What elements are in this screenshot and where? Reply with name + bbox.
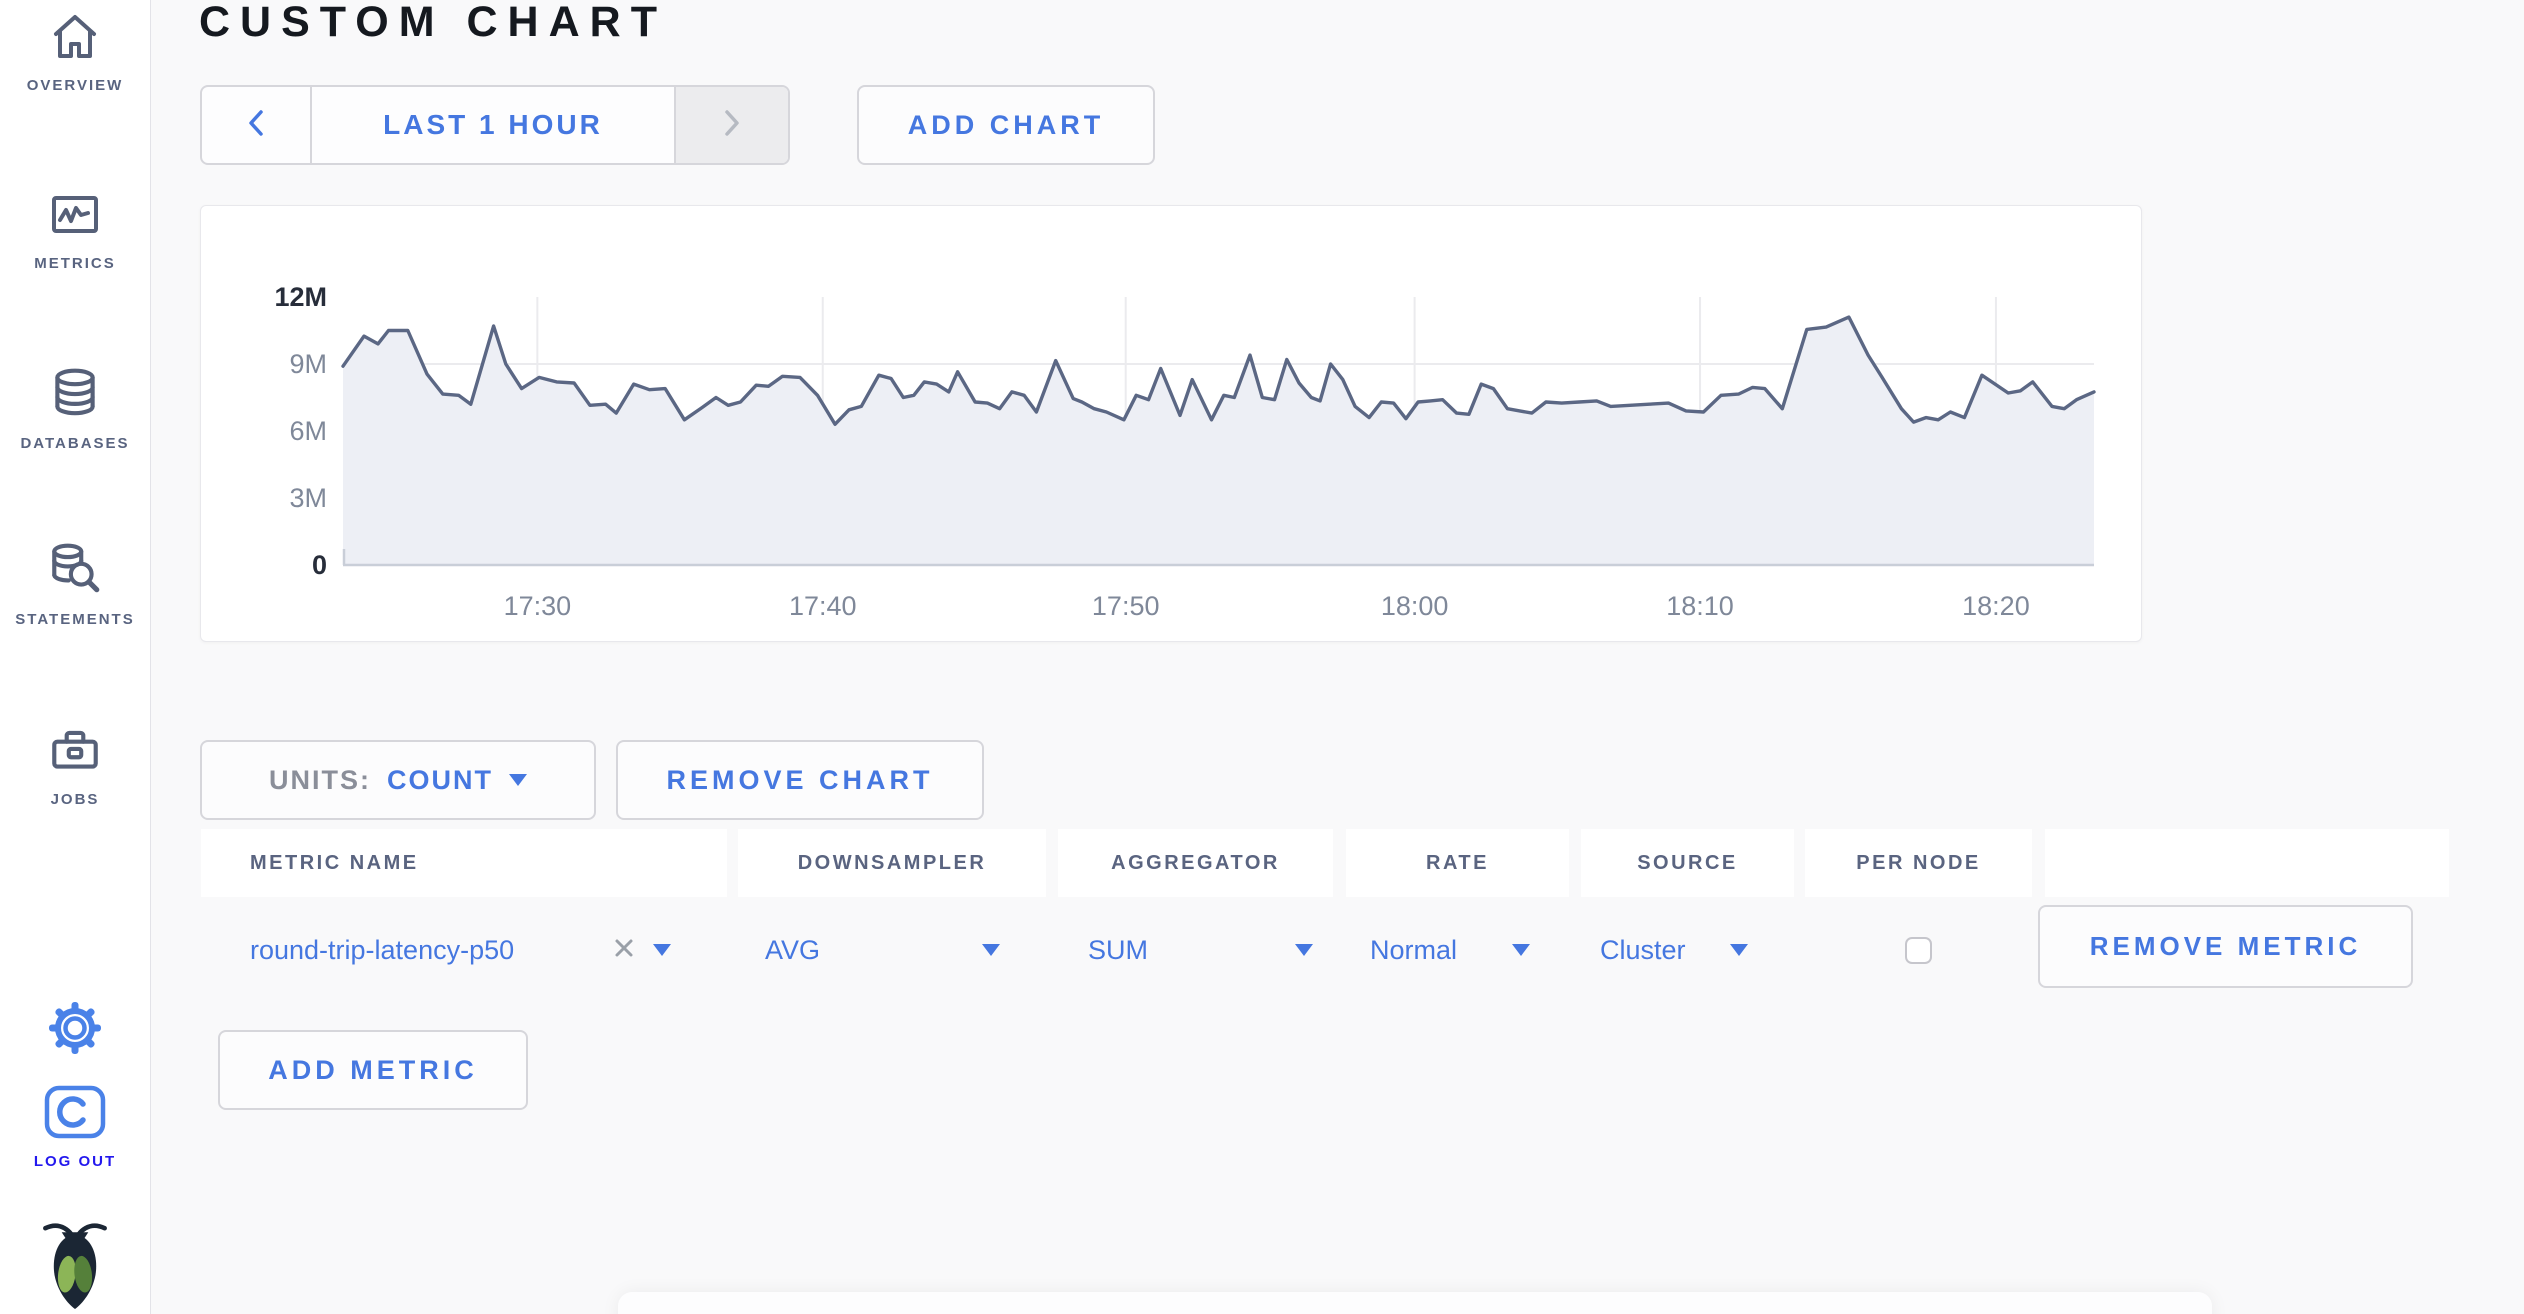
sidebar-item-label: JOBS [50, 791, 100, 808]
table-row-rate-cell: Normal [1346, 905, 1569, 995]
logout-label: LOG OUT [33, 1153, 117, 1170]
jobs-icon [46, 722, 104, 783]
metric-name-value[interactable]: round-trip-latency-p50 [250, 934, 515, 965]
rate-select[interactable]: Normal [1370, 935, 1530, 966]
x-tick-label: 17:30 [504, 591, 572, 621]
y-tick-label: 9M [289, 349, 327, 379]
database-icon [46, 364, 104, 427]
header-metric-name: METRIC NAME [201, 829, 727, 897]
units-value: COUNT [387, 764, 493, 795]
y-tick-label: 3M [289, 483, 327, 513]
x-tick-label: 18:20 [1962, 591, 2030, 621]
header-per-node: PER NODE [1805, 829, 2032, 897]
x-tick-label: 17:40 [789, 591, 857, 621]
remove-metric-button[interactable]: REMOVE METRIC [2038, 905, 2413, 988]
chevron-down-icon [1512, 944, 1530, 956]
chevron-down-icon [509, 774, 527, 786]
table-row-source-cell: Cluster [1581, 905, 1794, 995]
header-aggregator: AGGREGATOR [1058, 829, 1333, 897]
aggregator-value: SUM [1088, 934, 1148, 965]
header-label: PER NODE [1856, 851, 1981, 874]
home-icon [47, 10, 103, 69]
series-area [343, 317, 2094, 565]
sidebar-item-label: METRICS [34, 255, 116, 272]
aggregator-select[interactable]: SUM [1088, 935, 1313, 966]
chevron-down-icon [1295, 944, 1313, 956]
x-tick-label: 18:10 [1666, 591, 1734, 621]
chevron-down-icon [1730, 944, 1748, 956]
sidebar-item-label: STATEMENTS [15, 611, 135, 628]
table-row-downsampler-cell: AVG [738, 905, 1046, 995]
clear-metric-icon[interactable] [613, 937, 635, 964]
units-dropdown[interactable]: UNITS: COUNT [200, 740, 596, 820]
sidebar-item-metrics[interactable]: METRICS [0, 188, 150, 272]
header-label: AGGREGATOR [1111, 851, 1280, 874]
units-label: UNITS: [269, 764, 371, 795]
downsampler-value: AVG [765, 934, 821, 965]
chevron-right-icon [724, 109, 740, 142]
table-row-per-node-cell [1805, 905, 2032, 995]
header-source: SOURCE [1581, 829, 1794, 897]
downsampler-select[interactable]: AVG [765, 935, 1000, 966]
sidebar: OVERVIEW METRICS DATABASE [0, 0, 151, 1314]
x-tick-label: 18:00 [1381, 591, 1449, 621]
y-tick-label: 12M [274, 282, 327, 312]
custom-chart-svg: 0 3M 6M 9M 12M 17:30 17:40 17:50 18:00 18:10 18:20 [274, 282, 2096, 621]
per-node-checkbox[interactable] [1905, 936, 1932, 964]
header-label: RATE [1426, 851, 1489, 874]
chevron-left-icon [248, 109, 264, 142]
header-label: SOURCE [1637, 851, 1738, 874]
source-value: Cluster [1600, 934, 1686, 965]
chart-card: 0 3M 6M 9M 12M 17:30 17:40 17:50 18:00 18:10 18:20 [200, 205, 2142, 642]
sidebar-item-label: OVERVIEW [26, 77, 124, 94]
header-downsampler: DOWNSAMPLER [738, 829, 1046, 897]
y-tick-label: 0 [312, 550, 327, 580]
next-chart-card-peek [618, 1292, 2212, 1314]
add-metric-button[interactable]: ADD METRIC [218, 1030, 528, 1110]
source-select[interactable]: Cluster [1600, 935, 1748, 966]
settings-button[interactable] [0, 1000, 150, 1061]
logout-button[interactable]: LOG OUT [0, 1084, 150, 1170]
table-row-aggregator-cell: SUM [1058, 905, 1333, 995]
chevron-down-icon[interactable] [653, 944, 671, 956]
remove-chart-button[interactable]: REMOVE CHART [616, 740, 984, 820]
statements-icon [46, 540, 104, 603]
time-range-label[interactable]: LAST 1 HOUR [383, 109, 603, 140]
time-range-next-button[interactable] [674, 87, 788, 163]
sidebar-item-overview[interactable]: OVERVIEW [0, 10, 150, 94]
metrics-icon [47, 188, 103, 247]
table-row-metric-name-cell[interactable]: round-trip-latency-p50 [201, 905, 727, 995]
x-tick-label: 17:50 [1092, 591, 1160, 621]
header-label: DOWNSAMPLER [797, 851, 987, 874]
y-tick-label: 6M [289, 416, 327, 446]
header-rate: RATE [1346, 829, 1569, 897]
sidebar-item-jobs[interactable]: JOBS [0, 722, 150, 808]
chevron-down-icon [982, 944, 1000, 956]
cockroachdb-bug-logo [0, 1218, 150, 1310]
time-range-prev-button[interactable] [202, 87, 312, 163]
gear-icon [47, 1000, 103, 1061]
time-range-selector: LAST 1 HOUR [200, 85, 790, 165]
add-chart-button[interactable]: ADD CHART [857, 85, 1155, 165]
sidebar-item-label: DATABASES [20, 435, 130, 452]
sidebar-item-statements[interactable]: STATEMENTS [0, 540, 150, 628]
page-title: CUSTOM CHART [199, 0, 667, 46]
header-actions [2045, 829, 2449, 897]
series-line [341, 315, 2096, 427]
header-label: METRIC NAME [250, 851, 419, 874]
rate-value: Normal [1370, 934, 1458, 965]
cockroach-c-icon [43, 1084, 107, 1145]
sidebar-item-databases[interactable]: DATABASES [0, 364, 150, 452]
